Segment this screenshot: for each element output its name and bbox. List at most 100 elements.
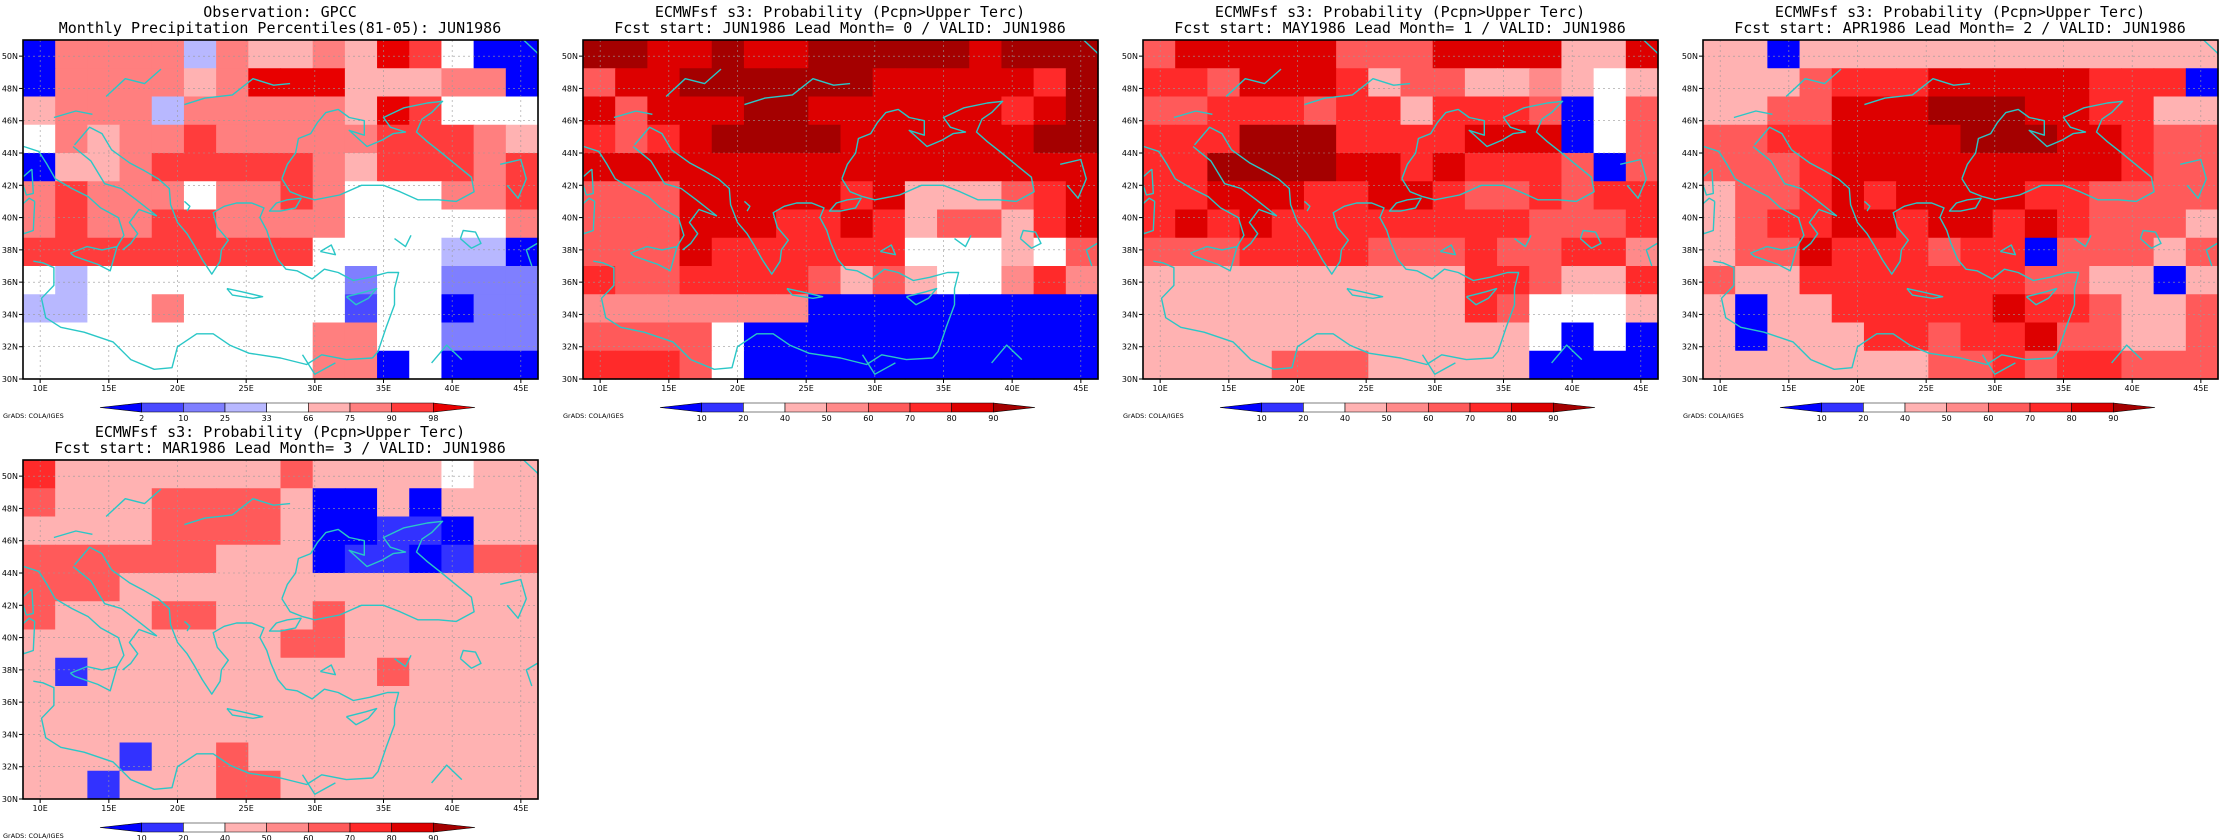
grid-cell (969, 40, 1003, 69)
coastline (1999, 244, 2017, 256)
grid-cell (216, 40, 249, 69)
grid-cell (615, 96, 648, 126)
coastline (1703, 168, 1714, 196)
grid-cell (1593, 294, 1627, 324)
grid-cell (808, 322, 842, 352)
grads-credit: GrADS: COLA/IGES (1683, 412, 1744, 420)
grid-cell (1799, 153, 1833, 182)
coastline (1085, 242, 1098, 267)
grid-cell (344, 237, 378, 267)
grid-cell (1863, 40, 1897, 69)
lon-tick-label: 15E (1221, 384, 1236, 393)
grid-cell (743, 209, 777, 239)
grid-cell (1928, 237, 1962, 267)
lat-tick-label: 46N (1682, 117, 1698, 126)
grid-cell (1303, 350, 1337, 380)
grid-cell (119, 237, 153, 267)
grid-cell (1336, 124, 1369, 154)
grid-cell (248, 629, 282, 659)
grid-cell (1239, 237, 1273, 267)
coastline (1579, 229, 1602, 249)
grid-cell (776, 209, 809, 239)
coastline (1304, 78, 1411, 106)
grid-cell (1400, 40, 1434, 69)
lon-tick-label: 20E (730, 384, 745, 393)
grid-cell (583, 96, 616, 126)
grid-cell (216, 181, 249, 211)
grid-cell (23, 68, 56, 98)
grid-cell (1175, 350, 1208, 380)
colorbar-segment (1303, 402, 1346, 413)
lon-tick-label: 10E (33, 804, 48, 813)
grid-cell (280, 350, 314, 380)
lon-tick-label: 30E (307, 804, 322, 813)
grid-cell (1303, 209, 1337, 239)
lat-tick-label: 50N (1682, 52, 1698, 61)
lat-tick-label: 32N (562, 343, 578, 352)
grid-cell (583, 181, 616, 211)
grid-cell (377, 209, 410, 239)
grid-cell (1239, 153, 1273, 182)
grid-cell (2057, 266, 2090, 295)
grid-cell (904, 294, 938, 324)
map-svg: ECMWFsf s3: Probability (Pcpn>Upper Terc… (1682, 3, 2219, 423)
grid-cell (1175, 153, 1208, 182)
grid-cells (583, 40, 1099, 380)
grid-cell (615, 68, 648, 98)
colorbar: 10 20 40 50 60 70 80 90 (659, 402, 1036, 423)
grid-cell (23, 629, 56, 659)
grid-cell (1625, 181, 1659, 211)
grid-cell (23, 488, 56, 518)
grid-cell (1625, 68, 1659, 98)
grid-cell (1529, 294, 1563, 324)
grid-cell (280, 573, 314, 602)
grid-cell (183, 96, 217, 126)
grid-cell (2185, 350, 2219, 380)
colorbar-tick-label: 40 (1900, 414, 1910, 423)
grid-cell (937, 68, 970, 98)
grid-cell (1432, 181, 1466, 211)
grid-cell (119, 714, 153, 744)
grid-cell (1400, 350, 1434, 380)
grid-cell (2153, 124, 2187, 154)
grid-cell (344, 516, 378, 546)
grid-cell (441, 266, 475, 295)
grid-cell (312, 322, 346, 352)
colorbar-segment (141, 402, 184, 413)
grid-cell (87, 96, 121, 126)
grid-cell (2024, 266, 2058, 295)
grid-cell (151, 294, 185, 324)
grid-cell (183, 544, 217, 574)
grid-cell (151, 40, 185, 69)
coastline (632, 145, 718, 217)
grid-cell (1928, 153, 1962, 182)
grid-cell (1464, 209, 1498, 239)
coastline (1060, 158, 1087, 199)
grid-cell (2057, 181, 2090, 211)
colorbar-tick-label: 20 (1858, 414, 1868, 423)
grid-cell (1464, 153, 1498, 182)
grid-cell (1143, 350, 1176, 380)
grid-cell (1336, 68, 1369, 98)
coastline (583, 197, 596, 235)
coastline (525, 242, 538, 267)
grid-cell (1863, 68, 1897, 98)
coastline (73, 126, 400, 359)
grid-cell (280, 714, 314, 744)
grid-cell (1529, 40, 1563, 69)
grid-cell (312, 68, 346, 98)
grid-cell (312, 209, 346, 239)
coastline (2205, 242, 2218, 267)
grid-cell (1831, 181, 1865, 211)
map-frame (22, 39, 539, 380)
colorbar-segment (951, 402, 994, 413)
grid-cell (808, 237, 842, 267)
grid-cell (1001, 294, 1035, 324)
grid-cell (183, 237, 217, 267)
map-panel-observation: Observation: GPCC Monthly Precipitation P… (0, 0, 560, 423)
colorbar-segment (1386, 402, 1429, 413)
grid-cell (1703, 96, 1736, 126)
grid-cell (505, 657, 539, 687)
lat-tick-label: 32N (1682, 343, 1698, 352)
grid-cell (1735, 181, 1768, 211)
